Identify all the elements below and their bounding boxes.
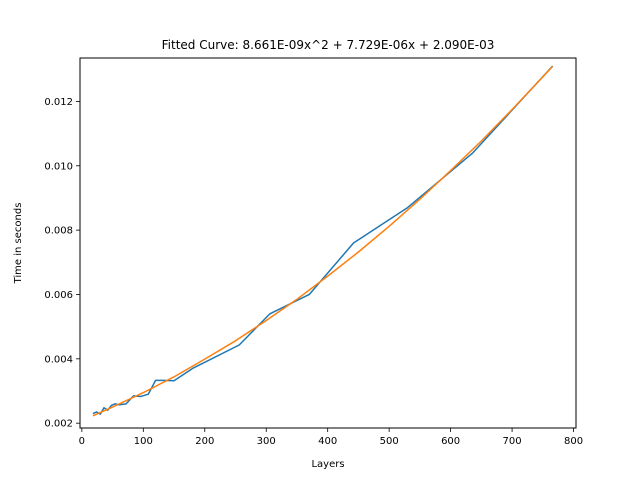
y-tick-label: 0.006: [44, 290, 73, 301]
fitted-curve-line: [92, 65, 554, 417]
y-tick-label: 0.010: [44, 161, 73, 172]
x-axis-title: Layers: [311, 459, 344, 470]
plot-area: [92, 65, 554, 417]
x-tick-label: 200: [195, 436, 214, 447]
y-axis-title: Time in seconds: [13, 203, 24, 285]
x-tick-label: 800: [564, 436, 583, 447]
chart-title: Fitted Curve: 8.661E-09x^2 + 7.729E-06x …: [162, 38, 495, 52]
x-tick-label: 500: [380, 436, 399, 447]
x-tick-label: 300: [257, 436, 276, 447]
x-tick-label: 600: [441, 436, 460, 447]
x-tick-label: 100: [134, 436, 153, 447]
x-tick-label: 0: [79, 436, 85, 447]
y-tick-label: 0.004: [44, 354, 73, 365]
x-tick-label: 400: [318, 436, 337, 447]
x-axis: 0 100 200 300 400 500 600 700 800: [79, 428, 583, 447]
y-axis: 0.002 0.004 0.006 0.008 0.010 0.012: [44, 97, 80, 430]
x-tick-label: 700: [503, 436, 522, 447]
y-tick-label: 0.012: [44, 97, 73, 108]
y-tick-label: 0.008: [44, 226, 73, 237]
y-tick-label: 0.002: [44, 419, 73, 430]
